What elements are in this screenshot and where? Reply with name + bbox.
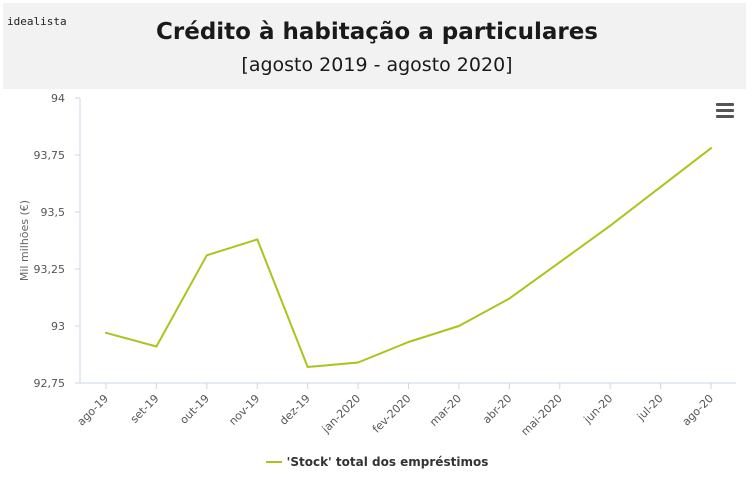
data-point xyxy=(407,340,410,343)
y-tick-label: 92,75 xyxy=(34,377,66,390)
y-tick-label: 93,25 xyxy=(34,263,66,276)
data-point xyxy=(710,147,712,150)
x-tick-label: dez-19 xyxy=(277,392,313,428)
y-tick-label: 93,75 xyxy=(34,149,66,162)
x-tick-label: mai-2020 xyxy=(519,392,565,438)
chart-subtitle: [agosto 2019 - agosto 2020] xyxy=(241,54,513,76)
chart-legend[interactable]: 'Stock' total dos empréstimos xyxy=(0,455,754,469)
legend-label: 'Stock' total dos empréstimos xyxy=(286,455,489,469)
y-axis-title: Mil milhões (€) xyxy=(18,200,31,281)
x-tick-label: ago-20 xyxy=(680,392,717,429)
x-tick-label: mar-20 xyxy=(427,392,464,429)
x-tick-label: out-19 xyxy=(177,392,212,427)
data-point xyxy=(155,345,158,348)
y-tick-label: 94 xyxy=(51,92,65,105)
data-point xyxy=(306,366,309,369)
x-tick-label: jan-2020 xyxy=(319,392,363,436)
data-point xyxy=(508,297,511,300)
chart-title: Crédito à habitação a particulares xyxy=(156,19,598,45)
y-tick-label: 93 xyxy=(51,320,65,333)
line-chart: 92,75 93 93,25 93,5 93,75 94 Mil milhões (€) ag… xyxy=(18,92,736,438)
x-tick-label: jul-20 xyxy=(634,392,666,424)
data-point xyxy=(357,361,360,364)
x-tick-label: jun-20 xyxy=(581,392,616,427)
x-tick-label: abr-20 xyxy=(480,392,514,426)
brand-logo: idealista xyxy=(7,15,67,28)
chart-header: idealista Crédito à habitação a particul… xyxy=(3,3,746,89)
y-tick-label: 93,5 xyxy=(41,206,66,219)
legend-swatch xyxy=(265,461,282,463)
data-point xyxy=(205,254,208,257)
x-tick-label: ago-19 xyxy=(75,392,112,429)
data-point xyxy=(256,238,259,241)
hamburger-menu-icon[interactable] xyxy=(716,103,734,118)
data-point xyxy=(609,224,612,227)
data-point xyxy=(558,261,561,264)
data-point xyxy=(457,325,460,327)
x-tick-label: fev-2020 xyxy=(370,392,414,436)
data-point xyxy=(659,185,662,188)
x-tick-label: nov-19 xyxy=(226,392,262,428)
x-tick-label: set-19 xyxy=(128,392,162,426)
series-line xyxy=(105,147,712,368)
data-point xyxy=(105,331,107,334)
